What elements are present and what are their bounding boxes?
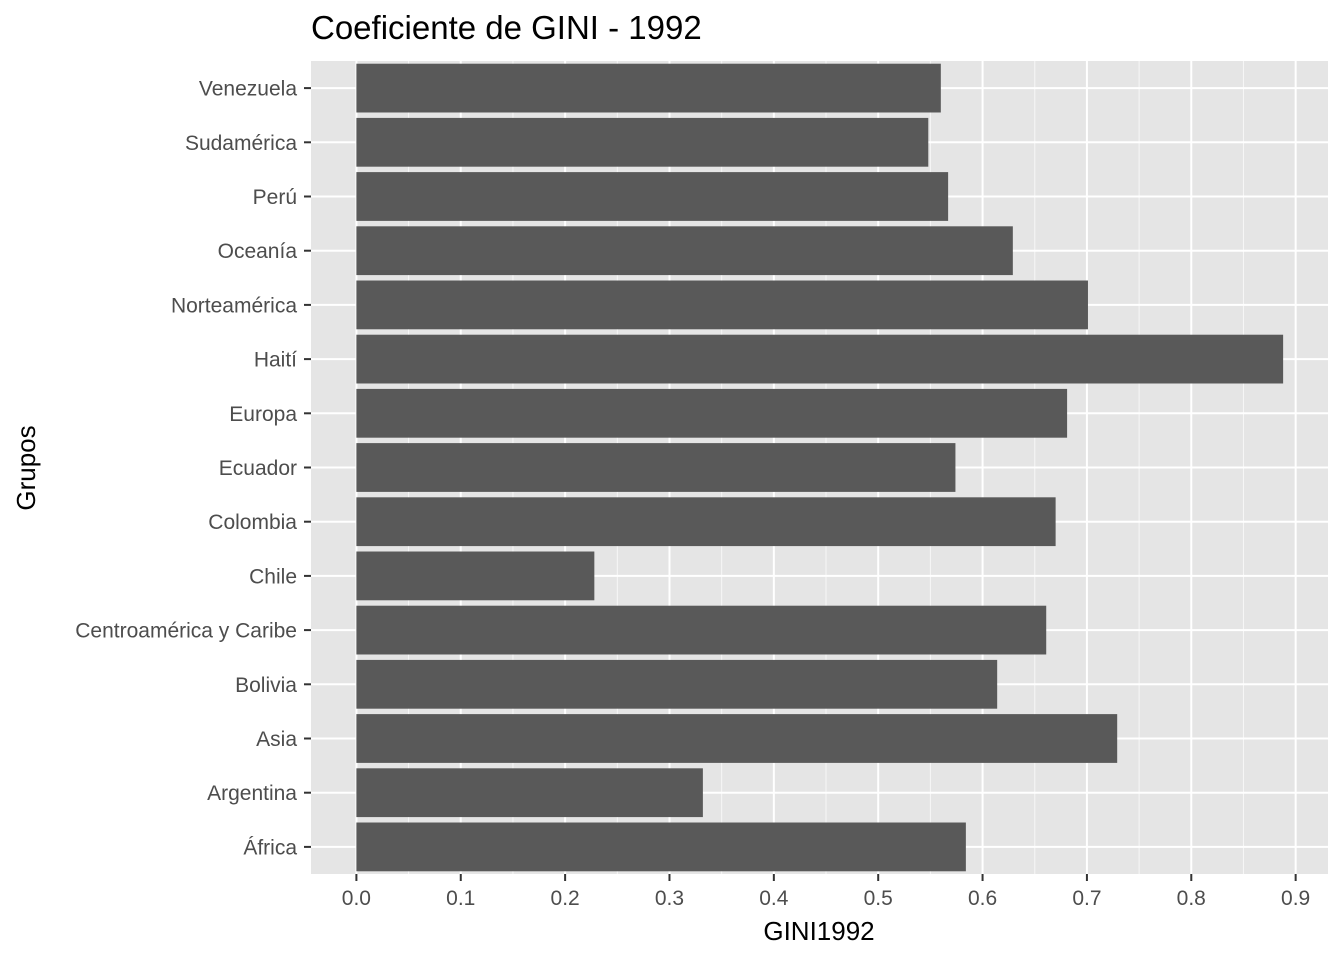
bar [356, 443, 956, 492]
y-tick-label: Centroamérica y Caribe [75, 620, 297, 643]
y-tick-label: Chile [249, 565, 297, 588]
y-tick-label: África [243, 836, 297, 859]
y-tick-label: Ecuador [219, 457, 297, 480]
x-tick-label: 0.1 [446, 887, 475, 910]
x-tick-label: 0.5 [864, 887, 893, 910]
chart-title: Coeficiente de GINI - 1992 [311, 9, 702, 46]
y-axis-title: Grupos [11, 425, 41, 510]
y-tick-label: Sudamérica [185, 132, 297, 155]
y-tick-label: Argentina [207, 782, 297, 805]
y-tick-label: Oceanía [218, 240, 298, 263]
bar [356, 822, 966, 872]
x-tick-label: 0.4 [759, 887, 789, 910]
y-tick-label: Venezuela [199, 78, 297, 101]
y-tick-label: Bolivia [235, 674, 297, 697]
x-tick-label: 0.7 [1072, 887, 1101, 910]
x-tick-label: 0.8 [1177, 887, 1206, 910]
bar [356, 714, 1118, 763]
bar [356, 497, 1056, 547]
y-tick-label: Norteamérica [171, 294, 297, 317]
y-tick-label: Europa [229, 403, 297, 426]
y-tick-label: Colombia [208, 511, 297, 534]
bar [356, 117, 929, 167]
bar [356, 551, 595, 601]
bar [356, 659, 998, 709]
y-axis: Venezuela Sudamérica Perú Oceanía Norteaméri… [75, 78, 311, 859]
bar [356, 768, 703, 818]
bar [356, 226, 1013, 276]
bar [356, 63, 941, 113]
y-tick-label: Asia [256, 728, 297, 751]
x-axis: 0.0 0.1 0.2 0.3 0.4 0.5 0.6 0.7 0.8 0.9 [342, 874, 1310, 910]
bar [356, 172, 949, 221]
x-tick-label: 0.0 [342, 887, 371, 910]
x-tick-label: 0.9 [1281, 887, 1310, 910]
bars [356, 63, 1284, 872]
bar [356, 388, 1068, 438]
bar [356, 280, 1088, 330]
y-tick-label: Perú [253, 186, 297, 209]
x-axis-title: GINI1992 [763, 916, 874, 946]
bar [356, 605, 1047, 655]
bar [356, 334, 1284, 384]
x-tick-label: 0.6 [968, 887, 997, 910]
y-tick-label: Haití [254, 349, 297, 372]
x-tick-label: 0.2 [551, 887, 580, 910]
x-tick-label: 0.3 [655, 887, 684, 910]
